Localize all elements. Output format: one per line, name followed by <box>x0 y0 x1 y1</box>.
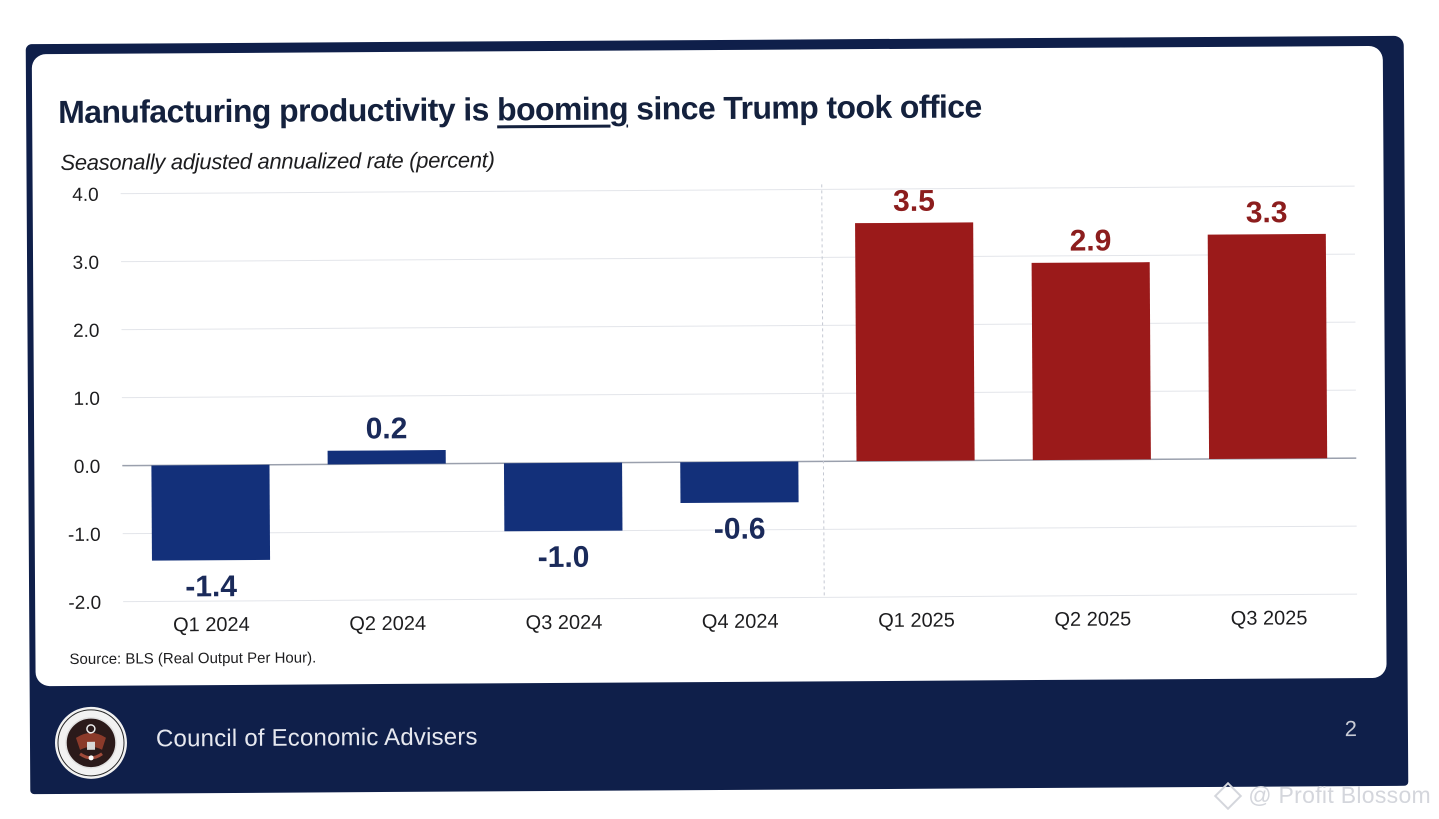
period-divider <box>821 184 825 598</box>
bar-q1-2024 <box>151 464 271 561</box>
gridline <box>122 525 1357 535</box>
data-label: -0.6 <box>714 513 766 546</box>
gridline <box>121 321 1356 331</box>
bar-chart: 4.0 3.0 2.0 1.0 0.0 -1.0 -2.0 -1.4 Q1 2024 0.2 Q2 … <box>68 184 1358 636</box>
x-tick-label: Q3 2024 <box>526 612 603 634</box>
page-number: 2 <box>1344 716 1358 742</box>
chart-card: Manufacturing productivity is booming si… <box>31 45 1387 687</box>
x-tick-label: Q3 2025 <box>1231 607 1308 629</box>
footer-organization: Council of Economic Advisers <box>155 723 478 753</box>
data-label: 3.3 <box>1246 196 1288 229</box>
bar-q4-2024 <box>680 461 799 504</box>
bar-q3-2024 <box>503 462 623 532</box>
y-tick-label: -1.0 <box>68 525 101 546</box>
bar-q1-2025 <box>855 222 975 462</box>
x-tick-label: Q2 2024 <box>349 613 426 635</box>
x-tick-label: Q1 2025 <box>878 610 955 632</box>
x-tick-label: Q4 2024 <box>702 611 779 633</box>
source-note: Source: BLS (Real Output Per Hour). <box>69 649 317 668</box>
presidential-seal-icon <box>54 706 127 779</box>
watermark-text: @ Profit Blossom <box>1248 782 1431 808</box>
data-label: 3.5 <box>893 185 935 218</box>
slide-frame: Manufacturing productivity is booming si… <box>25 35 1409 795</box>
data-label: 0.2 <box>366 412 408 445</box>
data-label: 2.9 <box>1070 224 1112 257</box>
diamond-logo-icon <box>1214 781 1243 810</box>
gridline <box>121 253 1356 263</box>
y-tick-label: 1.0 <box>73 389 100 410</box>
gridline <box>120 185 1355 195</box>
bar-q3-2025 <box>1207 233 1328 459</box>
data-label: -1.0 <box>538 541 590 574</box>
y-tick-label: -2.0 <box>68 593 101 614</box>
x-tick-label: Q2 2025 <box>1054 608 1131 630</box>
y-tick-label: 3.0 <box>73 253 100 274</box>
gridline <box>123 593 1358 603</box>
y-tick-label: 0.0 <box>74 457 101 478</box>
y-tick-label: 4.0 <box>72 185 99 206</box>
bar-q2-2025 <box>1031 262 1151 461</box>
gridline <box>121 389 1356 399</box>
watermark: @ Profit Blossom <box>1214 781 1431 810</box>
data-label: -1.4 <box>185 570 237 603</box>
bar-q2-2024 <box>327 450 446 465</box>
x-tick-label: Q1 2024 <box>173 614 250 636</box>
slide-footer: Council of Economic Advisers 2 <box>36 686 1388 790</box>
y-tick-label: 2.0 <box>73 321 100 342</box>
